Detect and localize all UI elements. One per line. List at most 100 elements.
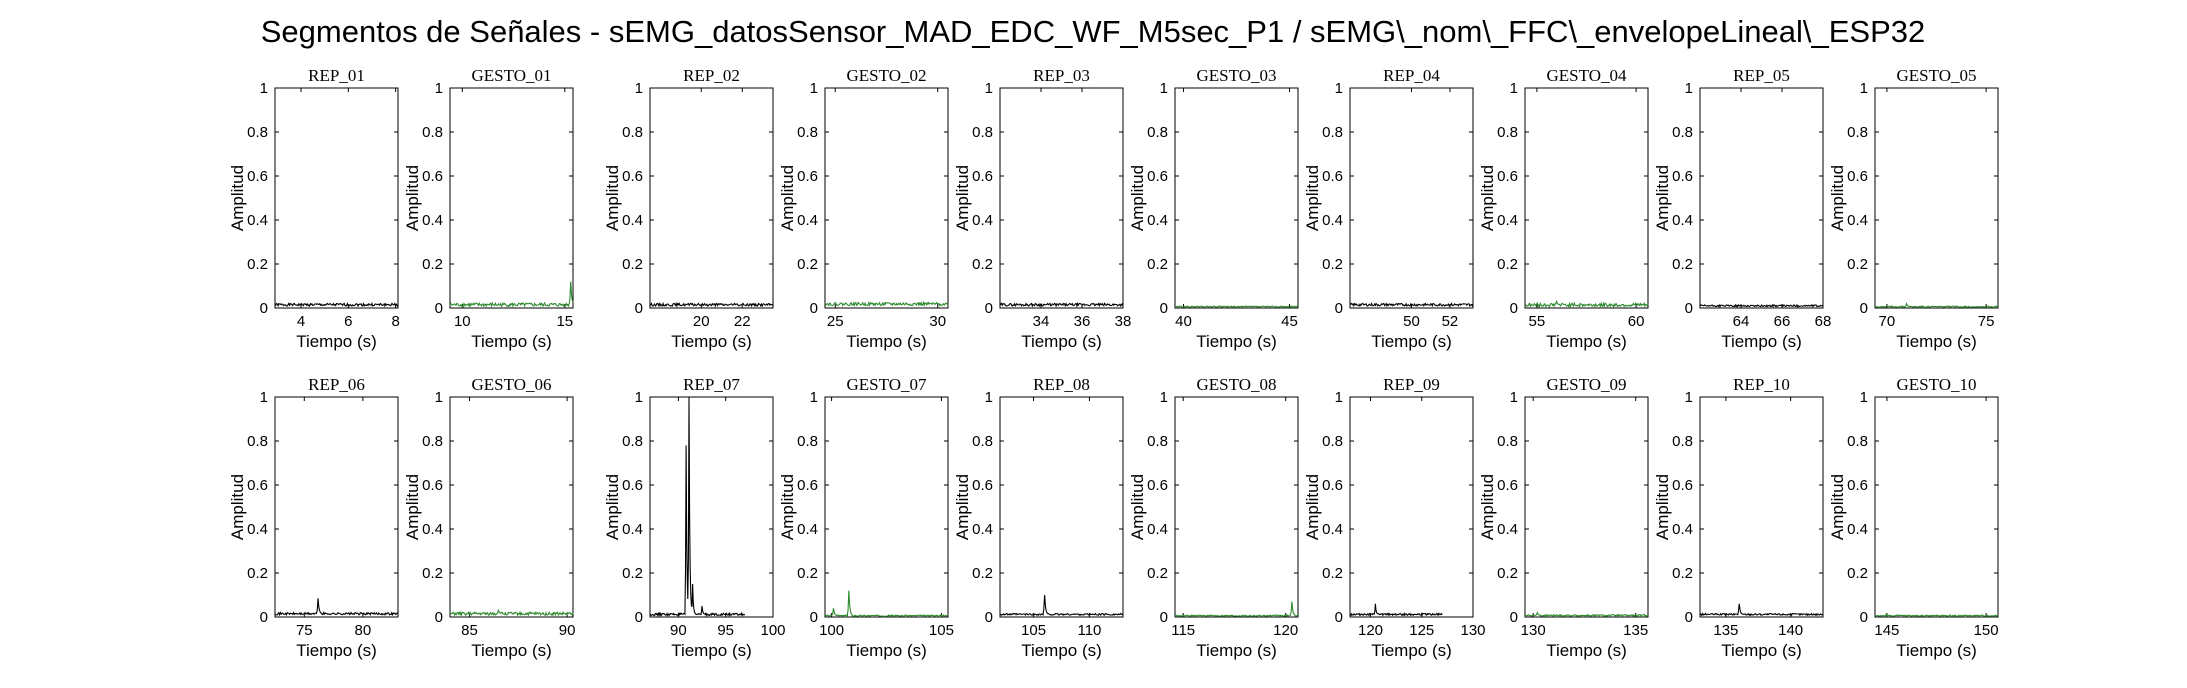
y-tick-label: 0 — [635, 609, 643, 626]
signal-line-gesto_06 — [449, 608, 574, 617]
y-tick-label: 1 — [985, 389, 993, 406]
x-axis-label: Tiempo (s) — [296, 332, 377, 351]
y-tick-label: 0.8 — [1847, 124, 1868, 141]
y-tick-label: 0.2 — [622, 256, 643, 273]
subplot-title: GESTO_09 — [1547, 375, 1627, 394]
y-tick-label: 0 — [1685, 300, 1693, 317]
y-axis-label: Amplitud — [403, 165, 422, 231]
subplot-rep_10: REP_10 0 0.2 0.4 0.6 0.8 1 135 140 Tiempo (s) Ampl… — [1653, 375, 1824, 660]
y-tick-label: 0.8 — [422, 433, 443, 450]
y-tick-label: 0.6 — [972, 477, 993, 494]
y-tick-label: 0.8 — [797, 433, 818, 450]
y-tick-label: 0.8 — [1147, 124, 1168, 141]
y-tick-label: 0.6 — [1847, 168, 1868, 185]
subplot-title: REP_02 — [683, 66, 740, 85]
y-tick-label: 0 — [1860, 609, 1868, 626]
y-tick-label: 0.4 — [247, 521, 268, 538]
y-tick-label: 1 — [1160, 80, 1168, 97]
y-tick-label: 0.8 — [1847, 433, 1868, 450]
x-axis-label: Tiempo (s) — [1546, 641, 1627, 660]
x-tick-label: 110 — [1077, 622, 1101, 639]
signal-line-rep_05 — [1699, 303, 1824, 308]
y-tick-label: 0 — [1510, 609, 1518, 626]
subplot-title: GESTO_01 — [472, 66, 552, 85]
y-tick-label: 0.2 — [797, 256, 818, 273]
y-tick-label: 1 — [635, 389, 643, 406]
subplot-gesto_08: GESTO_08 0 0.2 0.4 0.6 0.8 1 115 120 Tiempo (s) Am… — [1128, 375, 1299, 660]
x-axis-label: Tiempo (s) — [1021, 332, 1102, 351]
y-tick-label: 0.4 — [422, 212, 443, 229]
figure-title: Segmentos de Señales - sEMG_datosSensor_… — [261, 14, 1925, 49]
x-tick-label: 68 — [1815, 313, 1832, 330]
signal-line-rep_01 — [274, 301, 399, 308]
y-tick-label: 0.6 — [1672, 477, 1693, 494]
y-tick-label: 0.2 — [972, 256, 993, 273]
x-tick-label: 8 — [391, 313, 399, 330]
axes-box — [274, 87, 399, 309]
y-tick-label: 0.2 — [1497, 256, 1518, 273]
x-tick-label: 90 — [670, 622, 687, 639]
y-tick-label: 0 — [810, 609, 818, 626]
y-tick-label: 1 — [1335, 80, 1343, 97]
y-tick-label: 1 — [1510, 389, 1518, 406]
y-tick-label: 0.2 — [622, 565, 643, 582]
y-tick-label: 1 — [1860, 389, 1868, 406]
signal-line-gesto_09 — [1525, 611, 1649, 618]
y-tick-label: 0.8 — [1322, 124, 1343, 141]
axes-box — [649, 87, 774, 309]
y-axis-label: Amplitud — [1478, 165, 1497, 231]
y-tick-label: 0 — [1335, 300, 1343, 317]
y-tick-label: 0.4 — [797, 521, 818, 538]
y-tick-label: 0 — [1160, 609, 1168, 626]
x-tick-label: 60 — [1628, 313, 1645, 330]
axes-box — [1174, 87, 1299, 309]
y-tick-label: 0 — [1160, 300, 1168, 317]
subplot-title: REP_08 — [1033, 375, 1090, 394]
y-tick-label: 0.4 — [622, 521, 643, 538]
subplot-title: GESTO_06 — [472, 375, 552, 394]
signal-line-rep_06 — [275, 598, 399, 617]
y-axis-label: Amplitud — [778, 474, 797, 540]
x-tick-label: 120 — [1273, 622, 1298, 639]
x-tick-label: 125 — [1409, 622, 1434, 639]
y-tick-label: 0.4 — [1847, 521, 1868, 538]
signal-line-rep_08 — [999, 594, 1124, 617]
axes-box — [274, 396, 399, 618]
y-tick-label: 0 — [1335, 609, 1343, 626]
y-tick-label: 0.2 — [1672, 256, 1693, 273]
x-tick-label: 75 — [1978, 313, 1995, 330]
subplot-rep_01: REP_01 0 0.2 0.4 0.6 0.8 1 4 6 8 Tiempo (s) Amplitu… — [228, 66, 400, 351]
y-tick-label: 0.4 — [1322, 521, 1343, 538]
x-axis-label: Tiempo (s) — [1546, 332, 1627, 351]
x-tick-label: 90 — [559, 622, 576, 639]
y-tick-label: 0.8 — [1672, 124, 1693, 141]
x-tick-label: 85 — [461, 622, 478, 639]
x-axis-label: Tiempo (s) — [1371, 641, 1452, 660]
x-tick-label: 66 — [1774, 313, 1791, 330]
x-tick-label: 15 — [556, 313, 573, 330]
y-tick-label: 0.4 — [972, 521, 993, 538]
axes-box — [1874, 396, 1999, 618]
axes-box — [1699, 396, 1824, 618]
x-axis-label: Tiempo (s) — [846, 641, 927, 660]
x-tick-label: 70 — [1879, 313, 1896, 330]
x-axis-label: Tiempo (s) — [1021, 641, 1102, 660]
y-axis-label: Amplitud — [1303, 165, 1322, 231]
x-tick-label: 135 — [1623, 622, 1648, 639]
y-tick-label: 1 — [810, 80, 818, 97]
axes-box — [824, 396, 949, 618]
y-tick-label: 0.8 — [247, 124, 268, 141]
y-tick-label: 0.4 — [422, 521, 443, 538]
y-tick-label: 0.6 — [1322, 477, 1343, 494]
y-axis-label: Amplitud — [953, 165, 972, 231]
y-tick-label: 0.4 — [1322, 212, 1343, 229]
y-tick-label: 1 — [810, 389, 818, 406]
subplot-title: REP_09 — [1383, 375, 1440, 394]
y-tick-label: 0.6 — [972, 168, 993, 185]
y-tick-label: 0.2 — [247, 256, 268, 273]
subplot-rep_03: REP_03 0 0.2 0.4 0.6 0.8 1 34 36 38 Tiempo (s) Ampl… — [953, 66, 1131, 351]
y-axis-label: Amplitud — [1478, 474, 1497, 540]
